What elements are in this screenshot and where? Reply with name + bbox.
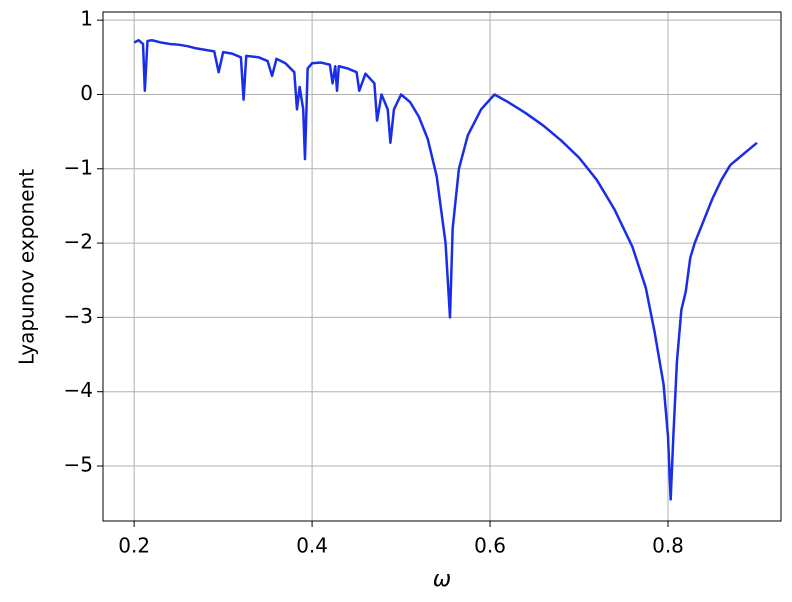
y-tick-label: 1: [80, 7, 93, 31]
y-tick-label: −4: [64, 378, 93, 402]
x-tick-label: 0.6: [474, 534, 506, 558]
x-tick-label: 0.4: [296, 534, 328, 558]
data-line: [133, 38, 758, 501]
y-tick-label: 0: [80, 81, 93, 105]
y-tick-label: −3: [64, 304, 93, 328]
plot-frame: [102, 11, 782, 522]
y-axis-label: Lyapunov exponent: [15, 169, 39, 365]
y-tick-label: −5: [64, 453, 93, 477]
x-tick-label: 0.8: [652, 534, 684, 558]
y-tick-label: −2: [64, 230, 93, 254]
x-axis-label: ω: [433, 567, 451, 592]
x-tick-label: 0.2: [118, 534, 150, 558]
y-tick-label: −1: [64, 155, 93, 179]
